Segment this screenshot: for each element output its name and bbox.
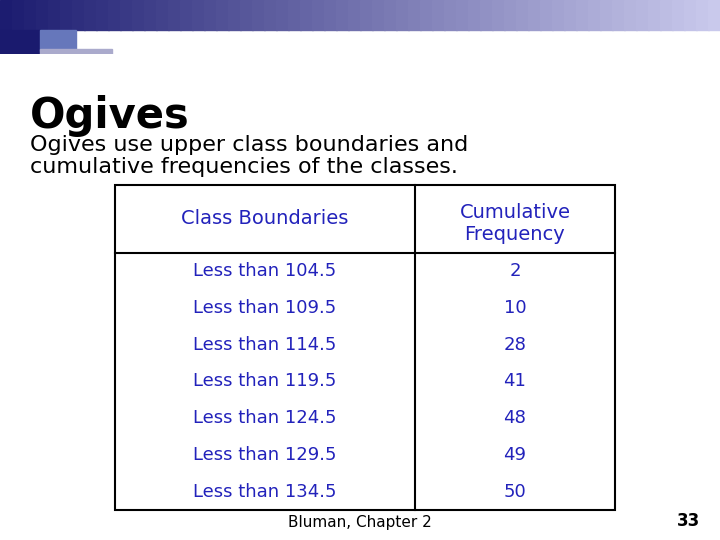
Text: Ogives: Ogives: [30, 95, 190, 137]
Bar: [84, 0, 97, 30]
Bar: [156, 0, 169, 30]
Bar: [168, 0, 181, 30]
Bar: [336, 0, 349, 30]
Bar: [276, 0, 289, 30]
Bar: [252, 0, 266, 30]
Bar: [12, 0, 25, 30]
Text: Less than 129.5: Less than 129.5: [193, 446, 337, 464]
Bar: [456, 0, 469, 30]
Bar: [120, 0, 133, 30]
Bar: [204, 0, 217, 30]
Bar: [72, 0, 86, 30]
Text: Less than 109.5: Less than 109.5: [194, 299, 337, 317]
Bar: [264, 0, 277, 30]
Bar: [96, 0, 109, 30]
Bar: [48, 0, 61, 30]
Bar: [552, 0, 565, 30]
Bar: [408, 0, 421, 30]
Bar: [0, 0, 14, 30]
Bar: [24, 0, 37, 30]
Bar: [300, 0, 313, 30]
Bar: [192, 0, 205, 30]
Bar: [504, 0, 518, 30]
Bar: [240, 0, 253, 30]
Bar: [372, 0, 385, 30]
Bar: [660, 0, 673, 30]
Bar: [624, 0, 637, 30]
Bar: [0, 30, 40, 65]
Bar: [672, 0, 685, 30]
Bar: [648, 0, 662, 30]
Text: Class Boundaries: Class Boundaries: [181, 210, 348, 228]
Bar: [600, 0, 613, 30]
Text: Less than 114.5: Less than 114.5: [193, 336, 337, 354]
Bar: [696, 0, 709, 30]
Text: Less than 134.5: Less than 134.5: [193, 483, 337, 501]
Text: 33: 33: [677, 512, 700, 530]
Text: 49: 49: [503, 446, 526, 464]
Bar: [348, 0, 361, 30]
Text: 48: 48: [503, 409, 526, 427]
Bar: [216, 0, 230, 30]
Bar: [420, 0, 433, 30]
Bar: [480, 0, 493, 30]
Bar: [396, 0, 410, 30]
Bar: [612, 0, 626, 30]
Bar: [516, 0, 529, 30]
Text: cumulative frequencies of the classes.: cumulative frequencies of the classes.: [30, 157, 458, 177]
Bar: [180, 0, 194, 30]
Text: 28: 28: [503, 336, 526, 354]
Bar: [324, 0, 338, 30]
Bar: [636, 0, 649, 30]
Text: 41: 41: [503, 373, 526, 390]
Bar: [360, 0, 374, 30]
Bar: [40, 30, 76, 51]
Text: Less than 119.5: Less than 119.5: [193, 373, 337, 390]
Bar: [432, 0, 446, 30]
Text: 10: 10: [504, 299, 526, 317]
Bar: [384, 0, 397, 30]
Bar: [40, 49, 112, 65]
Bar: [684, 0, 698, 30]
Text: Less than 124.5: Less than 124.5: [193, 409, 337, 427]
Bar: [108, 0, 122, 30]
Text: Bluman, Chapter 2: Bluman, Chapter 2: [288, 515, 432, 530]
Bar: [132, 0, 145, 30]
Bar: [228, 0, 241, 30]
Text: Cumulative: Cumulative: [459, 204, 570, 222]
Bar: [528, 0, 541, 30]
Bar: [468, 0, 482, 30]
Bar: [708, 0, 720, 30]
Bar: [312, 0, 325, 30]
Bar: [288, 0, 302, 30]
Bar: [540, 0, 554, 30]
Bar: [144, 0, 158, 30]
Text: 2: 2: [509, 262, 521, 280]
Text: 50: 50: [503, 483, 526, 501]
Text: Ogives use upper class boundaries and: Ogives use upper class boundaries and: [30, 135, 468, 155]
Text: Less than 104.5: Less than 104.5: [194, 262, 337, 280]
Bar: [492, 0, 505, 30]
Bar: [115, 185, 615, 510]
Text: Frequency: Frequency: [464, 226, 565, 245]
Bar: [588, 0, 601, 30]
Bar: [36, 0, 50, 30]
Bar: [60, 0, 73, 30]
Bar: [564, 0, 577, 30]
Bar: [576, 0, 590, 30]
Bar: [444, 0, 457, 30]
